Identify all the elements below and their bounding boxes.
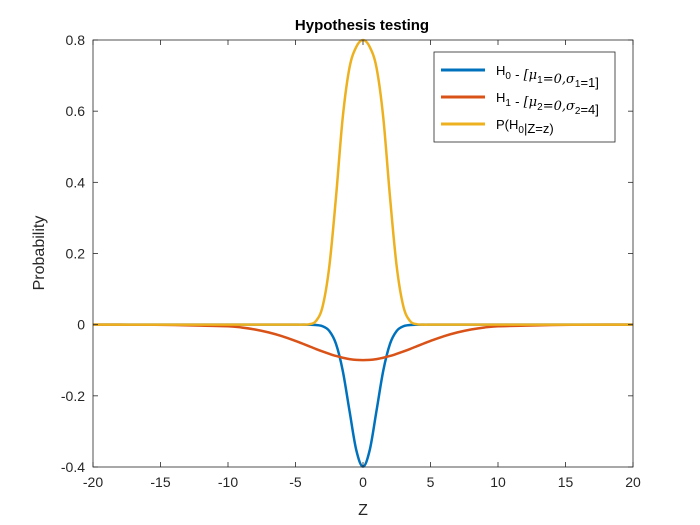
y-tick-label: -0.4: [61, 459, 85, 475]
x-tick-label: -20: [83, 474, 103, 490]
y-axis-label: Probability: [31, 216, 48, 291]
chart-title: Hypothesis testing: [295, 17, 429, 34]
y-tick-label: 0.6: [66, 103, 86, 119]
legend-label: H1 - [μ2=0,σ2=4]: [496, 90, 599, 117]
y-tick-label: -0.2: [61, 388, 85, 404]
x-ticks: -20 -15 -10 -5 0 5 10 15 20: [83, 40, 641, 490]
y-ticks: -0.4 -0.2 0 0.2 0.4 0.6 0.8: [61, 32, 633, 475]
y-tick-label: 0.2: [66, 246, 86, 262]
x-tick-label: -15: [150, 474, 170, 490]
series-h1-line: [92, 323, 634, 362]
x-axis-label: Z: [358, 502, 368, 519]
x-tick-label: 10: [490, 474, 506, 490]
legend-label: P(H0|Z=z): [496, 117, 554, 136]
x-tick-label: 5: [427, 474, 435, 490]
x-tick-label: 0: [359, 474, 367, 490]
x-tick-label: 20: [625, 474, 641, 490]
y-tick-label: 0.4: [66, 174, 86, 190]
x-tick-label: -5: [289, 474, 302, 490]
y-tick-label: 0: [77, 317, 85, 333]
legend-label: H0 - [μ1=0,σ1=1]: [496, 63, 599, 90]
x-tick-label: 15: [558, 474, 574, 490]
legend-items: H0 - [μ1=0,σ1=1]H1 - [μ2=0,σ2=4]P(H0|Z=z…: [441, 63, 599, 136]
y-tick-label: 0.8: [66, 32, 86, 48]
legend: H0 - [μ1=0,σ1=1]H1 - [μ2=0,σ2=4]P(H0|Z=z…: [433, 51, 616, 143]
x-tick-label: -10: [218, 474, 238, 490]
